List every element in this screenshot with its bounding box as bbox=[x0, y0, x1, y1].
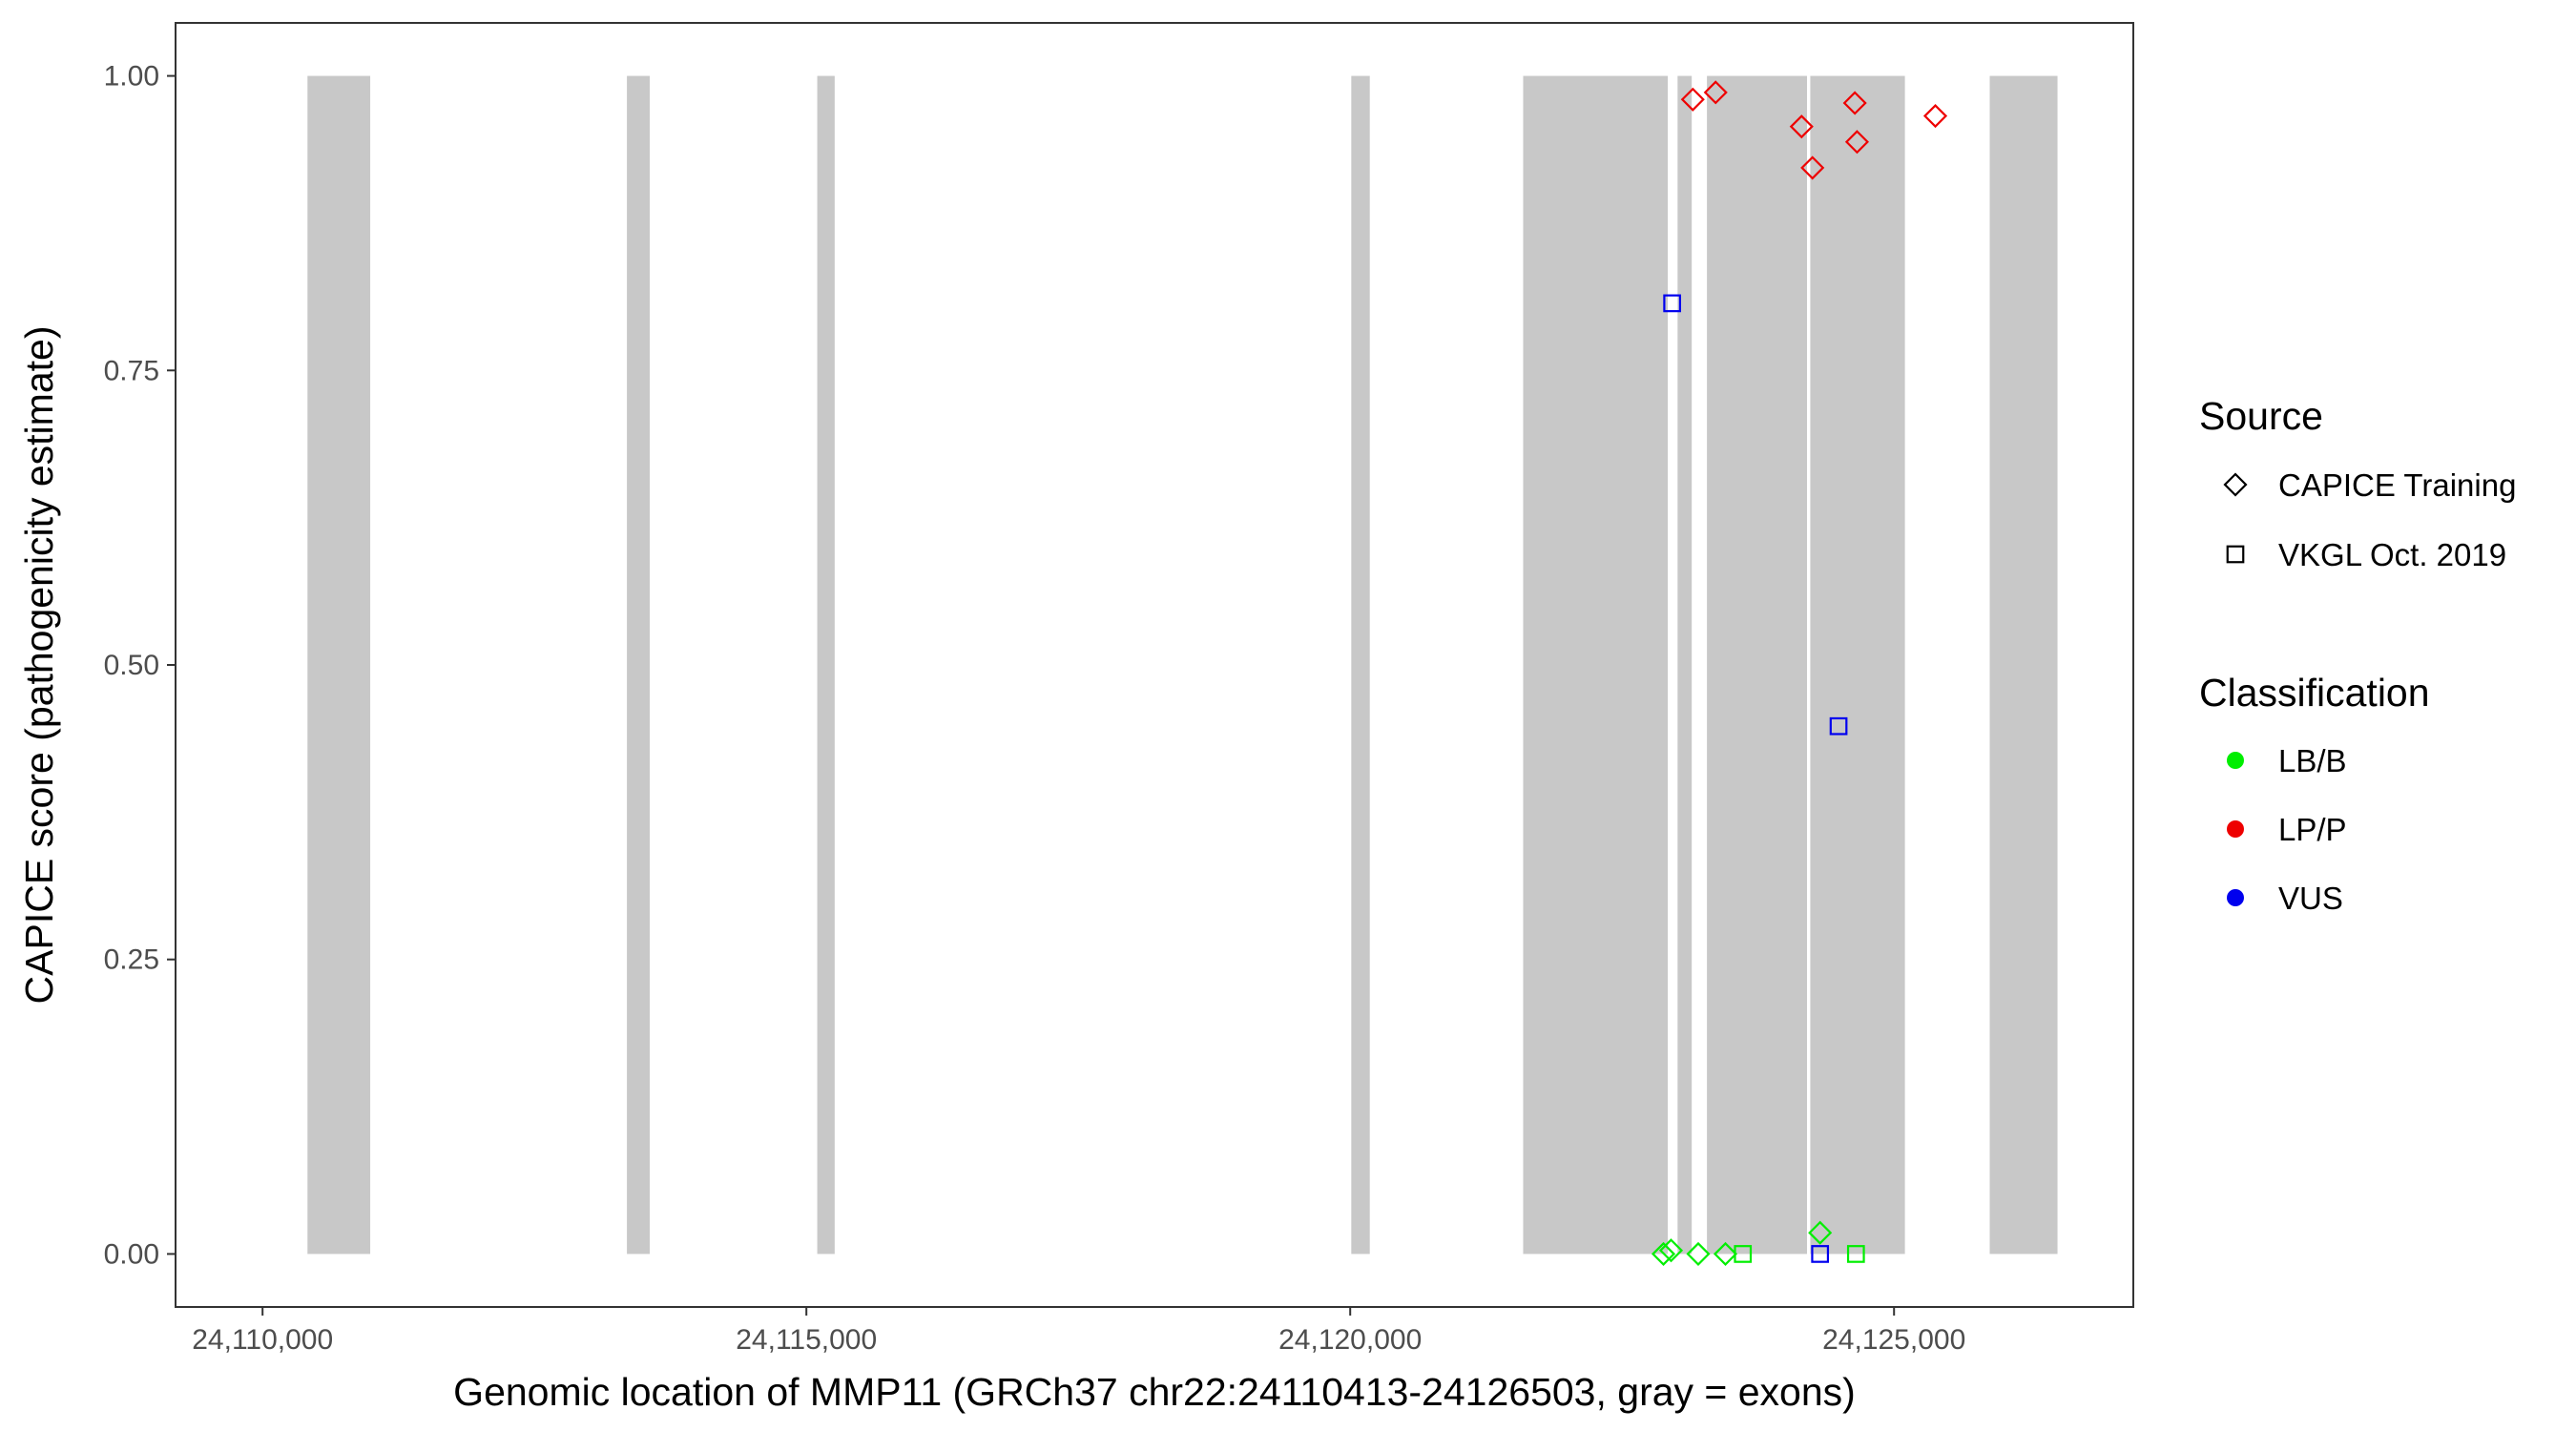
x-tick-label: 24,115,000 bbox=[736, 1324, 877, 1356]
exon-band bbox=[1810, 75, 1905, 1255]
legend-classification-entries: LB/B LP/P VUS bbox=[2227, 743, 2347, 916]
legend-classification-label: VUS bbox=[2278, 881, 2343, 916]
legend-classification-label: LP/P bbox=[2278, 812, 2347, 847]
legend: Source Classification CAPICE Training VKG… bbox=[2199, 394, 2516, 916]
x-axis: 24,110,000 24,115,000 24,120,000 24,125,000 bbox=[192, 1307, 1965, 1356]
data-point bbox=[1658, 1238, 1684, 1263]
y-axis-title: CAPICE score (pathogenicity estimate) bbox=[17, 326, 61, 1005]
data-point bbox=[1663, 294, 1681, 313]
y-tick-label: 0.25 bbox=[104, 944, 159, 976]
legend-title-source: Source bbox=[2199, 394, 2323, 438]
x-tick-label: 24,125,000 bbox=[1822, 1324, 1965, 1356]
data-point bbox=[1734, 1245, 1753, 1263]
y-tick-label: 1.00 bbox=[104, 61, 159, 93]
data-point bbox=[1703, 80, 1728, 105]
color-dot-icon bbox=[2227, 820, 2244, 838]
data-point bbox=[1829, 716, 1848, 736]
legend-title-classification: Classification bbox=[2199, 671, 2430, 715]
color-dot-icon bbox=[2227, 889, 2244, 906]
y-axis: 0.00 0.25 0.50 0.75 1.00 bbox=[104, 61, 176, 1270]
exon-band bbox=[817, 75, 835, 1255]
x-tick-label: 24,110,000 bbox=[192, 1324, 333, 1356]
data-point bbox=[1800, 156, 1825, 180]
data-point bbox=[1922, 103, 1948, 129]
data-point bbox=[1846, 1245, 1865, 1263]
exon-band bbox=[1523, 75, 1669, 1255]
y-tick-label: 0.00 bbox=[104, 1238, 159, 1270]
color-dot-icon bbox=[2227, 752, 2244, 769]
exon-band bbox=[1707, 75, 1807, 1255]
data-point bbox=[1789, 114, 1814, 139]
diamond-marker-icon bbox=[2223, 472, 2248, 497]
data-points bbox=[1651, 80, 1948, 1266]
x-axis-title: Genomic location of MMP11 (GRCh37 chr22:… bbox=[453, 1370, 1856, 1414]
data-point bbox=[1686, 1241, 1711, 1266]
data-point bbox=[1713, 1241, 1738, 1266]
exon-band bbox=[307, 75, 371, 1255]
legend-source-entries: CAPICE Training VKGL Oct. 2019 bbox=[2223, 467, 2516, 572]
data-point bbox=[1680, 87, 1705, 112]
exon-band bbox=[1989, 75, 2058, 1255]
y-tick-label: 0.75 bbox=[104, 355, 159, 386]
data-point bbox=[1651, 1241, 1676, 1266]
y-tick-label: 0.50 bbox=[104, 650, 159, 681]
exon-band bbox=[1677, 75, 1693, 1255]
exon-regions bbox=[307, 75, 2058, 1255]
exon-band bbox=[1351, 75, 1370, 1255]
data-point bbox=[1842, 91, 1867, 115]
legend-classification-label: LB/B bbox=[2278, 743, 2347, 778]
legend-source-label: VKGL Oct. 2019 bbox=[2278, 537, 2506, 572]
data-point bbox=[1811, 1245, 1830, 1263]
exon-band bbox=[627, 75, 651, 1255]
data-point bbox=[1844, 130, 1869, 155]
square-marker-icon bbox=[2226, 545, 2245, 564]
data-point bbox=[1808, 1220, 1833, 1245]
x-tick-label: 24,120,000 bbox=[1278, 1324, 1422, 1356]
legend-source-label: CAPICE Training bbox=[2278, 467, 2516, 503]
